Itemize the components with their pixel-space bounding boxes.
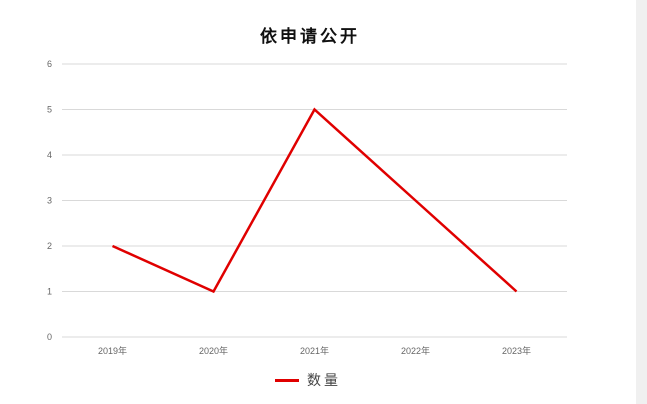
- x-tick-label: 2019年: [98, 345, 127, 356]
- chart-title: 依申请公开: [260, 27, 360, 47]
- x-tick-label: 2021年: [300, 345, 329, 356]
- legend-line-marker: [275, 378, 299, 382]
- x-tick-label: 2023年: [502, 345, 531, 356]
- legend: 数量: [275, 370, 341, 390]
- y-tick-label: 4: [47, 150, 52, 160]
- x-tick-label: 2022年: [401, 345, 430, 356]
- y-tick-label: 3: [47, 196, 52, 206]
- y-tick-label: 5: [47, 105, 52, 115]
- scrollbar-track: [636, 0, 647, 404]
- y-tick-label: 2: [47, 241, 52, 251]
- y-tick-label: 6: [47, 59, 52, 69]
- legend-label: 数量: [307, 373, 341, 389]
- y-tick-label: 0: [47, 332, 52, 342]
- x-tick-label: 2020年: [199, 345, 228, 356]
- y-tick-label: 1: [47, 287, 52, 297]
